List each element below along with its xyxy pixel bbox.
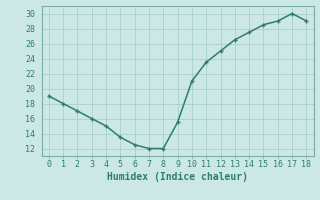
X-axis label: Humidex (Indice chaleur): Humidex (Indice chaleur) [107,172,248,182]
